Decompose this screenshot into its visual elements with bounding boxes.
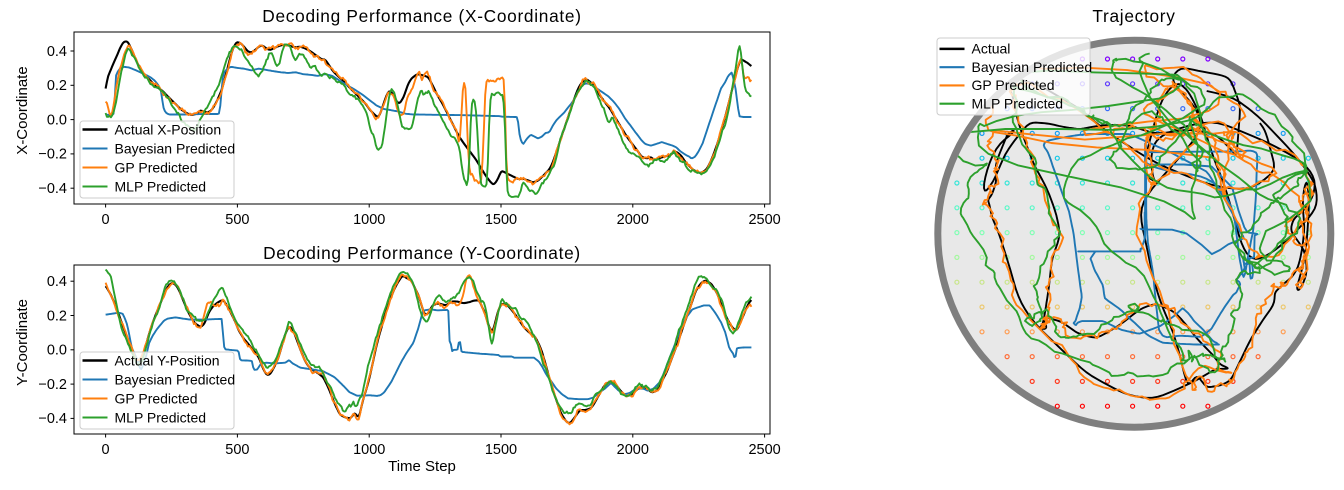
svg-text:Actual: Actual bbox=[972, 41, 1011, 57]
svg-text:0.4: 0.4 bbox=[47, 44, 67, 60]
svg-text:MLP Predicted: MLP Predicted bbox=[115, 409, 207, 425]
svg-text:2500: 2500 bbox=[748, 212, 780, 228]
svg-text:Decoding Performance (X-Coordi: Decoding Performance (X-Coordinate) bbox=[262, 6, 581, 26]
svg-text:2000: 2000 bbox=[617, 212, 649, 228]
svg-text:Time Step: Time Step bbox=[388, 458, 456, 475]
svg-text:0: 0 bbox=[102, 442, 110, 458]
svg-text:2000: 2000 bbox=[617, 442, 649, 458]
svg-text:Y-Coordinate: Y-Coordinate bbox=[14, 299, 31, 386]
svg-text:0.0: 0.0 bbox=[47, 343, 67, 359]
svg-text:0.2: 0.2 bbox=[47, 78, 67, 94]
svg-text:−0.4: −0.4 bbox=[38, 181, 67, 197]
svg-text:MLP Predicted: MLP Predicted bbox=[972, 95, 1064, 111]
svg-text:Decoding Performance (Y-Coordi: Decoding Performance (Y-Coordinate) bbox=[263, 243, 581, 263]
svg-text:Actual Y-Position: Actual Y-Position bbox=[115, 352, 220, 368]
svg-text:Actual X-Position: Actual X-Position bbox=[115, 121, 222, 137]
svg-text:Trajectory: Trajectory bbox=[1092, 6, 1175, 26]
svg-text:−0.4: −0.4 bbox=[38, 411, 67, 427]
svg-text:GP Predicted: GP Predicted bbox=[115, 159, 198, 175]
svg-text:0.2: 0.2 bbox=[47, 308, 67, 324]
svg-text:X-Coordinate: X-Coordinate bbox=[14, 66, 31, 154]
svg-text:−0.2: −0.2 bbox=[38, 377, 67, 393]
svg-text:Bayesian Predicted: Bayesian Predicted bbox=[115, 371, 236, 387]
svg-text:0.4: 0.4 bbox=[47, 274, 67, 290]
svg-text:−0.2: −0.2 bbox=[38, 147, 67, 163]
svg-text:Bayesian Predicted: Bayesian Predicted bbox=[115, 140, 236, 156]
svg-text:2500: 2500 bbox=[748, 442, 780, 458]
svg-text:500: 500 bbox=[225, 212, 249, 228]
svg-text:Bayesian Predicted: Bayesian Predicted bbox=[972, 59, 1093, 75]
svg-text:1500: 1500 bbox=[485, 212, 517, 228]
svg-text:0.0: 0.0 bbox=[47, 112, 67, 128]
svg-text:500: 500 bbox=[225, 442, 249, 458]
svg-text:GP Predicted: GP Predicted bbox=[972, 77, 1055, 93]
svg-text:1000: 1000 bbox=[353, 212, 385, 228]
svg-text:MLP Predicted: MLP Predicted bbox=[115, 178, 207, 194]
svg-text:1000: 1000 bbox=[353, 442, 385, 458]
svg-text:GP Predicted: GP Predicted bbox=[115, 390, 198, 406]
svg-text:1500: 1500 bbox=[485, 442, 517, 458]
svg-text:0: 0 bbox=[102, 212, 110, 228]
